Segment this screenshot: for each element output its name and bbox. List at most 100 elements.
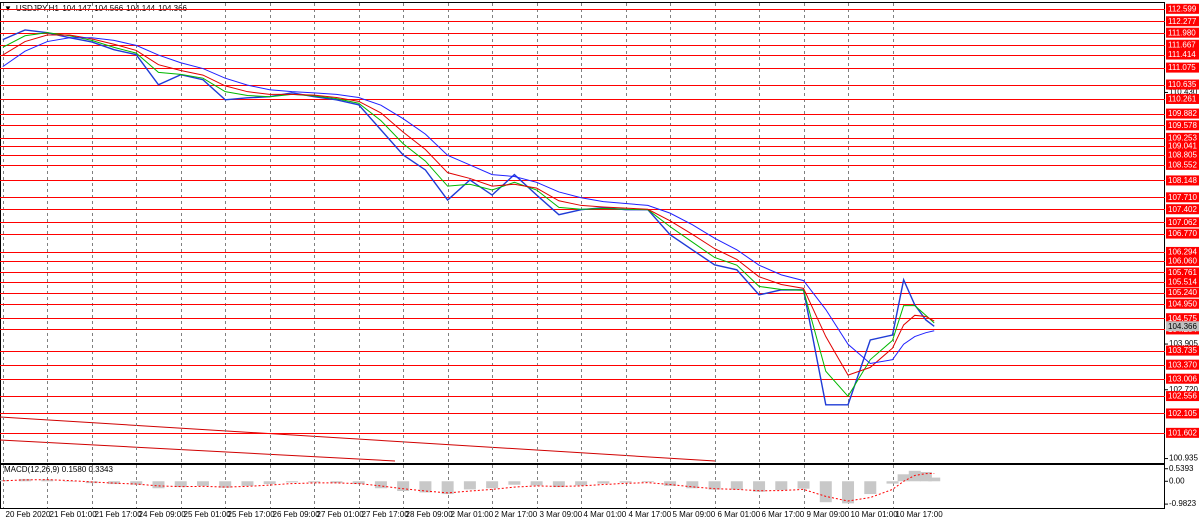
price-panel-frame (0, 2, 1165, 464)
level-label: 105.240 (1168, 288, 1197, 297)
level-label: 108.148 (1168, 176, 1197, 185)
y-tick-label: 103.905 (1169, 339, 1198, 348)
level-label: 109.041 (1168, 142, 1197, 151)
macd-bar (19, 478, 32, 482)
level-label-box (1166, 39, 1199, 50)
macd-bar (597, 481, 610, 484)
level-label: 103.006 (1168, 374, 1197, 383)
level-label: 103.735 (1168, 346, 1197, 355)
level-label-box (1166, 150, 1199, 161)
macd-bar (664, 481, 677, 486)
level-label-box (1166, 204, 1199, 215)
level-label: 111.667 (1168, 40, 1196, 49)
y-tick-label: 100.935 (1169, 454, 1198, 463)
level-label-box (1166, 175, 1199, 186)
y-tick-label: 0.5393 (1169, 464, 1194, 473)
y-tick-label: 102.720 (1169, 385, 1198, 394)
macd-bar (486, 481, 499, 489)
macd-bar (886, 481, 899, 484)
level-label: 108.552 (1168, 160, 1197, 169)
macd-panel-frame (0, 464, 1165, 509)
level-label: 107.062 (1168, 218, 1197, 227)
menu-arrow: ▼ (4, 4, 12, 13)
x-tick-label: 6 Mar 17:00 (762, 510, 805, 519)
x-tick-label: 6 Mar 01:00 (718, 510, 761, 519)
macd-title: MACD(12,26,9) 0.1580 0.3343 (4, 465, 114, 474)
macd-bar (130, 481, 143, 485)
high: 104.566 (94, 4, 123, 13)
level-label-box (1166, 427, 1199, 438)
x-tick-label: 21 Feb 01:00 (50, 510, 98, 519)
x-tick-label: 25 Feb 17:00 (228, 510, 276, 519)
level-label-box (1166, 287, 1199, 298)
macd-bar (196, 481, 209, 486)
level-label: 106.060 (1168, 257, 1197, 266)
x-tick-label: 5 Mar 09:00 (673, 510, 716, 519)
macd-bar (619, 481, 632, 483)
bid-label-box (1166, 321, 1199, 332)
x-tick-label: 20 Feb 2020 (6, 510, 51, 519)
x-tick-label: 2 Mar 01:00 (451, 510, 494, 519)
level-label: 111.075 (1168, 63, 1196, 72)
level-label: 108.805 (1168, 151, 1197, 160)
macd-bar (374, 481, 387, 489)
series-line (2, 34, 935, 376)
macd-bar (928, 477, 941, 482)
macd-bar (730, 481, 743, 490)
level-label-box (1166, 391, 1199, 402)
macd-bar (530, 481, 543, 486)
level-label-box (1166, 159, 1199, 170)
level-label-box (1166, 255, 1199, 266)
macd-bar (508, 481, 521, 485)
x-tick-label: 4 Mar 17:00 (629, 510, 672, 519)
level-label: 103.370 (1168, 360, 1197, 369)
x-tick-label: 24 Feb 09:00 (139, 510, 187, 519)
macd-bar (330, 481, 343, 484)
x-tick-label: 9 Mar 09:00 (807, 510, 850, 519)
low: 104.144 (126, 4, 155, 13)
x-tick-label: 27 Feb 01:00 (317, 510, 365, 519)
macd-bar (753, 481, 766, 492)
macd-bar (352, 481, 365, 485)
level-label: 111.414 (1168, 50, 1196, 59)
macd-bar (397, 481, 410, 492)
level-label-box (1166, 192, 1199, 203)
x-tick-label: 25 Feb 01:00 (184, 510, 232, 519)
series-line (2, 32, 935, 398)
level-label: 107.402 (1168, 205, 1197, 214)
macd-bar (463, 481, 476, 490)
level-label: 102.556 (1168, 392, 1197, 401)
level-label-box (1166, 246, 1199, 257)
series-line (2, 29, 935, 406)
level-label-box (1166, 359, 1199, 370)
macd-bar (708, 481, 721, 490)
level-label-box (1166, 277, 1199, 288)
macd-bar (263, 481, 276, 485)
level-label: 104.575 (1168, 314, 1197, 323)
macd-bar (842, 481, 855, 504)
x-tick-label: 10 Mar 17:00 (896, 510, 944, 519)
series-line (2, 473, 935, 502)
y-tick-label: 0.00 (1169, 476, 1185, 485)
level-label-box (1166, 49, 1199, 60)
level-label-box (1166, 228, 1199, 239)
macd-bar (174, 481, 187, 488)
macd-bar (819, 481, 832, 503)
x-tick-label: 2 Mar 17:00 (495, 510, 538, 519)
symbol: USDJPY,H1 (16, 4, 60, 13)
level-label-box (1166, 108, 1199, 119)
x-tick-label: 26 Feb 09:00 (273, 510, 321, 519)
level-label-box (1166, 217, 1199, 228)
y-tick-label: -0.9823 (1169, 499, 1197, 508)
level-label-box (1166, 16, 1199, 27)
level-label: 112.277 (1168, 17, 1197, 26)
level-label: 111.980 (1168, 28, 1196, 37)
level-label: 109.253 (1168, 133, 1197, 142)
level-label-box (1166, 373, 1199, 384)
level-label: 101.602 (1168, 428, 1197, 437)
level-label: 110.635 (1168, 80, 1197, 89)
open: 104.147 (62, 4, 91, 13)
y-tick-label: 110.430 (1169, 88, 1198, 97)
macd-bar (419, 481, 432, 493)
macd-bar (864, 481, 877, 495)
